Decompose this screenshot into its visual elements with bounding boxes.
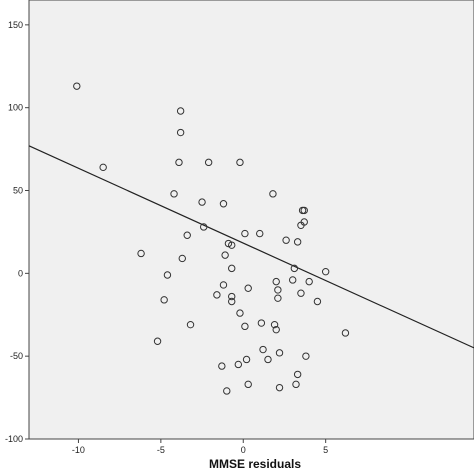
data-point <box>256 229 264 238</box>
data-point <box>290 264 299 273</box>
data-point <box>163 271 172 279</box>
y-tick-label: 100 <box>8 103 23 113</box>
x-tick-label: -5 <box>157 445 165 455</box>
data-point <box>176 107 185 115</box>
data-point <box>219 281 228 289</box>
data-point <box>241 322 249 331</box>
data-point <box>282 236 290 244</box>
data-point <box>272 277 280 286</box>
data-point <box>275 349 284 357</box>
data-point <box>313 297 322 306</box>
x-tick-label: 0 <box>241 445 246 455</box>
data-point <box>270 320 279 329</box>
data-point <box>160 296 168 304</box>
data-point <box>73 82 81 90</box>
data-point <box>275 383 284 392</box>
x-axis: -10 -5 0 5 <box>72 439 328 455</box>
data-point <box>236 309 244 317</box>
data-point <box>321 267 330 276</box>
x-tick-label: 5 <box>323 445 328 455</box>
data-point <box>341 329 350 337</box>
data-point <box>178 254 186 263</box>
data-point <box>269 190 277 198</box>
data-point <box>274 294 282 302</box>
data-point <box>153 337 162 345</box>
data-points <box>73 82 350 395</box>
data-point <box>228 292 236 301</box>
data-point <box>234 360 243 369</box>
data-point <box>259 345 267 354</box>
data-point <box>293 370 302 379</box>
y-tick-label: 150 <box>8 20 23 30</box>
data-point <box>99 163 107 172</box>
data-point <box>176 128 185 137</box>
data-point <box>244 380 252 389</box>
data-point <box>228 297 236 306</box>
data-point <box>236 158 244 167</box>
data-point <box>175 158 183 167</box>
data-point <box>223 387 231 395</box>
data-point <box>302 352 310 360</box>
data-point <box>186 320 195 329</box>
fit-line <box>28 145 474 349</box>
data-point <box>200 223 208 231</box>
data-point <box>137 249 145 258</box>
data-point <box>170 190 178 198</box>
data-point <box>183 231 191 239</box>
y-tick-label: 50 <box>13 186 23 196</box>
x-tick-label: -10 <box>72 445 85 455</box>
data-point <box>228 264 236 273</box>
x-axis-title: MMSE residuals <box>209 457 301 471</box>
y-tick-label: -50 <box>10 351 23 361</box>
y-tick-label: -100 <box>5 434 23 444</box>
data-point <box>257 319 266 327</box>
data-point <box>228 241 236 249</box>
data-point <box>293 238 302 246</box>
fit-line-layer <box>28 145 474 349</box>
data-point <box>272 325 280 334</box>
data-point <box>213 291 221 299</box>
data-point <box>305 277 313 286</box>
data-point <box>300 206 308 215</box>
data-point <box>274 286 282 294</box>
data-point <box>289 276 297 284</box>
data-point <box>221 251 229 259</box>
y-axis: -100 -50 0 50 100 150 <box>5 20 29 444</box>
data-point <box>242 355 251 364</box>
plot-area <box>28 0 474 440</box>
data-point <box>204 158 213 167</box>
data-point <box>297 289 305 297</box>
data-point <box>198 198 206 206</box>
data-point <box>244 284 252 292</box>
data-point <box>241 229 249 238</box>
data-point <box>292 380 300 389</box>
data-point <box>219 200 228 208</box>
data-point <box>264 355 272 364</box>
y-tick-label: 0 <box>18 268 23 278</box>
data-point <box>218 362 226 370</box>
data-point <box>300 218 308 226</box>
